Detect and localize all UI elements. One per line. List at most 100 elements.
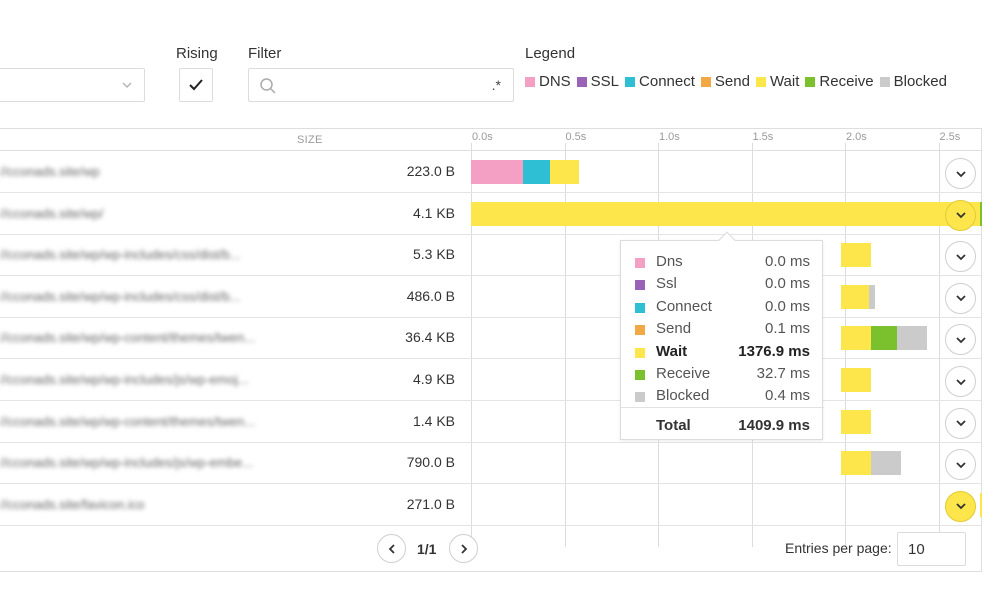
- timing-bar-blocked[interactable]: [871, 451, 902, 476]
- request-url: //cconads.site/wp/: [0, 205, 104, 221]
- rising-checkbox[interactable]: [179, 68, 213, 102]
- expand-row-button[interactable]: [945, 324, 976, 356]
- legend-item-receive: Receive: [805, 73, 874, 90]
- timeline-tick: 2.0s: [846, 131, 867, 143]
- request-url: //cconads.site/wp/wp-content/themes/twen…: [0, 413, 256, 429]
- timeline-tick: 2.5s: [939, 131, 961, 143]
- tooltip-phase-value: 0.0 ms: [764, 253, 810, 270]
- table-row[interactable]: //cconads.site/wp/wp-content/themes/twen…: [0, 401, 982, 443]
- legend-swatch: [625, 76, 636, 87]
- tooltip-row-connect: Connect 0.0 ms: [635, 298, 810, 318]
- timing-bar-blocked[interactable]: [869, 284, 875, 309]
- chevron-left-icon: [388, 543, 395, 554]
- request-size: 5.3 KB: [412, 246, 455, 263]
- regex-toggle[interactable]: .*: [491, 77, 501, 93]
- table-row[interactable]: //cconads.site/wp/wp-includes/js/wp-emoj…: [0, 359, 982, 401]
- legend-label: DNS: [539, 73, 571, 90]
- request-url: //cconads.site/wp/wp-includes/css/dist/b…: [0, 288, 241, 304]
- entries-per-page-label: Entries per page:: [785, 540, 892, 556]
- tooltip-phase-value: 0.0 ms: [764, 275, 810, 293]
- timing-bar-receive[interactable]: [871, 326, 898, 351]
- tooltip-row-ssl: Ssl 0.0 ms: [635, 275, 810, 295]
- timeline-tick-mark: [471, 143, 472, 151]
- chevron-down-icon: [122, 82, 132, 89]
- request-url: //cconads.site/wp/wp-includes/js/wp-emoj…: [0, 372, 249, 387]
- legend-item-wait: Wait: [755, 73, 800, 90]
- tooltip-swatch: [635, 325, 645, 336]
- tooltip-row-blocked: Blocked 0.4 ms: [635, 387, 810, 407]
- group-select[interactable]: [0, 68, 145, 102]
- prev-page-button[interactable]: [377, 534, 406, 563]
- legend-item-ssl: SSL: [576, 73, 620, 90]
- table-row[interactable]: //cconads.site/favicon.ico 271.0 B: [0, 484, 982, 526]
- timing-bar-receive[interactable]: [979, 201, 982, 226]
- chevron-down-icon: [955, 462, 966, 468]
- tooltip-phase-name: Ssl: [656, 275, 677, 293]
- expand-row-button[interactable]: [945, 199, 976, 231]
- chevron-down-icon: [955, 503, 966, 510]
- expand-row-button[interactable]: [945, 366, 976, 397]
- table-row[interactable]: //cconads.site/wp/wp-includes/css/dist/b…: [0, 276, 982, 318]
- timing-bar-wait[interactable]: [979, 492, 982, 517]
- timing-bar-wait[interactable]: [471, 201, 980, 226]
- expand-row-button[interactable]: [945, 407, 976, 439]
- request-size: 1.4 KB: [412, 412, 455, 429]
- tooltip-total-value: 1409.9 ms: [738, 417, 810, 434]
- chevron-down-icon: [955, 254, 966, 260]
- legend-swatch: [700, 76, 711, 87]
- timeline-tick-mark: [845, 143, 846, 151]
- table-row[interactable]: //cconads.site/wp 223.0 B: [0, 151, 982, 193]
- timing-bar-wait[interactable]: [841, 243, 872, 268]
- timing-bar-wait[interactable]: [841, 409, 872, 434]
- entries-per-page-input[interactable]: 10: [897, 532, 966, 566]
- table-row[interactable]: //cconads.site/wp/4.1 KB: [0, 193, 982, 235]
- timeline-tick-mark: [564, 143, 566, 151]
- timing-bar-wait[interactable]: [549, 160, 580, 184]
- timing-bar-wait[interactable]: [841, 368, 872, 392]
- page-indicator: 1/1: [417, 541, 437, 557]
- timing-bar-wait[interactable]: [841, 326, 872, 351]
- expand-row-button[interactable]: [945, 490, 976, 522]
- legend-label: Connect: [639, 73, 695, 90]
- timing-bar-connect[interactable]: [523, 160, 550, 184]
- timing-bar-dns[interactable]: [471, 160, 524, 184]
- tooltip-phase-name: Connect: [656, 297, 712, 315]
- rising-label: Rising: [176, 45, 218, 62]
- request-size: 4.1 KB: [412, 204, 455, 221]
- expand-row-button[interactable]: [945, 449, 976, 481]
- waterfall-table: SIZE 0.0s 0.5s 1.0s 1.5s 2.0s 2.5s //cconads.…: [0, 128, 982, 572]
- timing-tooltip: Dns 0.0 ms Ssl 0.0 ms Connect 0.0 ms Send 0.1 m…: [620, 231, 824, 441]
- next-page-button[interactable]: [449, 534, 478, 563]
- timeline-gridline: [564, 151, 566, 547]
- timing-bar-blocked[interactable]: [897, 326, 928, 351]
- legend-item-connect: Connect: [625, 73, 695, 90]
- timeline-gridline: [938, 151, 940, 547]
- legend-swatch: [805, 76, 816, 87]
- timing-bar-wait[interactable]: [841, 284, 870, 309]
- table-row[interactable]: //cconads.site/wp/wp-includes/css/dist/b…: [0, 234, 982, 277]
- chevron-down-icon: [955, 420, 966, 427]
- checkmark-icon: [189, 79, 203, 91]
- filter-input[interactable]: .*: [248, 68, 514, 102]
- tooltip-total: Total 1409.9 ms: [621, 407, 824, 441]
- legend: DNS SSL Connect Send Wait Receive Blocked: [525, 73, 953, 90]
- size-column-header[interactable]: SIZE: [297, 134, 323, 146]
- tooltip-total-label: Total: [656, 417, 691, 434]
- legend-swatch: [879, 76, 890, 87]
- tooltip-phase-value: 0.0 ms: [764, 297, 810, 315]
- table-row[interactable]: //cconads.site/wp/wp-content/themes/twen…: [0, 317, 982, 360]
- tooltip-phase-value: 1376.9 ms: [738, 342, 810, 360]
- expand-row-button[interactable]: [945, 158, 976, 189]
- legend-label: SSL: [590, 73, 620, 90]
- tooltip-row-wait: Wait 1376.9 ms: [635, 343, 810, 363]
- expand-row-button[interactable]: [945, 282, 976, 314]
- expand-row-button[interactable]: [945, 241, 976, 273]
- chevron-down-icon: [955, 170, 966, 177]
- timeline-tick: 0.5s: [565, 131, 587, 143]
- legend-label: Wait: [769, 73, 800, 90]
- tooltip-swatch: [635, 258, 645, 268]
- table-row[interactable]: //cconads.site/wp/wp-includes/js/wp-embe…: [0, 442, 982, 485]
- request-size: 271.0 B: [406, 495, 455, 512]
- timing-bar-wait[interactable]: [841, 451, 872, 476]
- tooltip-swatch: [635, 280, 645, 291]
